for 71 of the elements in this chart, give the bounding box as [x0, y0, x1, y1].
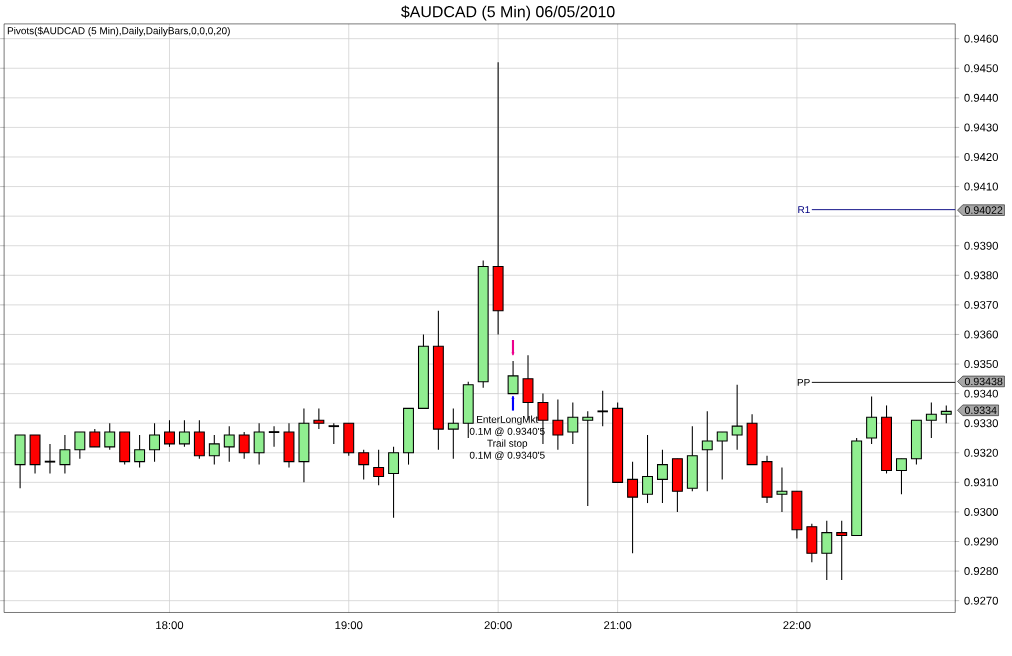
annotation: Trail stop — [487, 439, 528, 449]
annotation: EnterLongMkt — [477, 415, 539, 425]
y-tick-label: 0.9370 — [964, 300, 998, 309]
candlestick — [267, 425, 281, 448]
candlestick — [552, 398, 564, 451]
chart-title: $AUDCAD (5 Min) 06/05/2010 — [401, 5, 615, 21]
candlestick — [656, 449, 668, 504]
text: 0.9334 — [964, 406, 997, 414]
x-tick-label: 20:00 — [484, 621, 512, 629]
x-tick-label: 21:00 — [604, 621, 632, 629]
candlestick — [104, 422, 116, 451]
candlestick — [388, 446, 400, 519]
y-tick-label: 0.9290 — [964, 537, 998, 546]
candlestick — [373, 449, 385, 486]
y-tick-label: 0.9300 — [964, 507, 998, 516]
candlestick — [716, 431, 728, 480]
y-tick-label: 0.9390 — [964, 241, 998, 250]
candlestick — [821, 520, 833, 581]
y-tick-label: 0.9460 — [964, 34, 998, 43]
ref-line-label: PP — [797, 378, 810, 386]
candlestick — [507, 360, 519, 394]
y-tick-label: 0.9410 — [964, 182, 998, 191]
candlestick — [59, 434, 71, 474]
y-tick-label: 0.9270 — [964, 596, 998, 605]
candlestick — [701, 410, 713, 492]
y-tick-label: 0.9360 — [964, 330, 998, 339]
candlestick — [238, 431, 250, 460]
candlestick — [164, 419, 175, 448]
x-tick-label: 22:00 — [783, 621, 811, 629]
candlestick — [223, 425, 235, 463]
text: 0.94022 — [964, 206, 1003, 214]
y-tick-label: 0.9280 — [964, 566, 998, 575]
y-tick-label: 0.9420 — [964, 152, 998, 161]
y-tick-label: 0.9440 — [964, 93, 998, 102]
y-tick-label: 0.9310 — [964, 478, 998, 487]
candlestick — [582, 410, 594, 507]
y-tick-label: 0.9430 — [964, 123, 998, 132]
y-tick-label: 0.9320 — [964, 448, 998, 457]
candlestick — [178, 419, 190, 448]
candlestick — [358, 449, 370, 480]
candlestick — [447, 407, 459, 460]
x-tick-label: 19:00 — [335, 621, 363, 629]
candlestick — [74, 431, 86, 460]
annotation: 0.1M @ 0.9340'5 — [469, 451, 545, 460]
candlestick — [149, 422, 161, 463]
ref-line-label: R1 — [798, 206, 810, 213]
chart-subtitle: Pivots($AUDCAD (5 Min),Daily,DailyBars,0,0,0,20) — [7, 26, 230, 37]
y-tick-label: 0.9450 — [964, 64, 998, 73]
x-tick-label: 18:00 — [156, 621, 184, 629]
candlestick — [896, 458, 907, 495]
candlestick — [43, 443, 57, 474]
y-tick-label: 0.9330 — [964, 419, 998, 428]
y-tick-label: 0.9340 — [964, 389, 998, 398]
candlestick — [596, 389, 609, 427]
candlestick — [836, 520, 848, 581]
candlestick — [776, 466, 788, 513]
candlestick — [193, 419, 205, 460]
candlestick — [208, 434, 220, 465]
text: 0.93438 — [964, 377, 1003, 386]
candlestick — [134, 434, 146, 468]
y-tick-label: 0.9350 — [964, 359, 998, 368]
candlestick — [313, 407, 325, 430]
candlestick — [925, 401, 937, 439]
candlestick — [866, 395, 878, 445]
candlestick — [253, 422, 265, 465]
candlestick — [327, 422, 340, 445]
y-tick-label: 0.9380 — [964, 271, 998, 280]
candlestick — [627, 460, 639, 554]
candlestick — [642, 434, 653, 504]
candlestick — [731, 384, 743, 451]
candlestick — [567, 401, 579, 445]
